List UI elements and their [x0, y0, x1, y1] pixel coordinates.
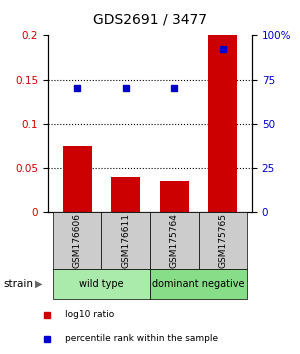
Text: percentile rank within the sample: percentile rank within the sample [65, 334, 218, 343]
Bar [150, 269, 247, 299]
Bar [150, 212, 199, 269]
Bar [208, 35, 237, 212]
Bar [53, 212, 101, 269]
Text: GSM175764: GSM175764 [170, 213, 179, 268]
Bar [199, 212, 247, 269]
Bar [53, 269, 150, 299]
Bar [101, 212, 150, 269]
Text: dominant negative: dominant negative [152, 279, 245, 289]
Text: GSM176611: GSM176611 [121, 213, 130, 268]
Bar [160, 181, 189, 212]
Text: GSM176606: GSM176606 [73, 213, 82, 268]
Text: wild type: wild type [79, 279, 124, 289]
Text: GDS2691 / 3477: GDS2691 / 3477 [93, 12, 207, 27]
Bar [111, 177, 140, 212]
Text: ▶: ▶ [35, 279, 43, 289]
Text: log10 ratio: log10 ratio [65, 310, 115, 319]
Text: strain: strain [3, 279, 33, 289]
Text: GSM175765: GSM175765 [218, 213, 227, 268]
Bar [63, 146, 92, 212]
